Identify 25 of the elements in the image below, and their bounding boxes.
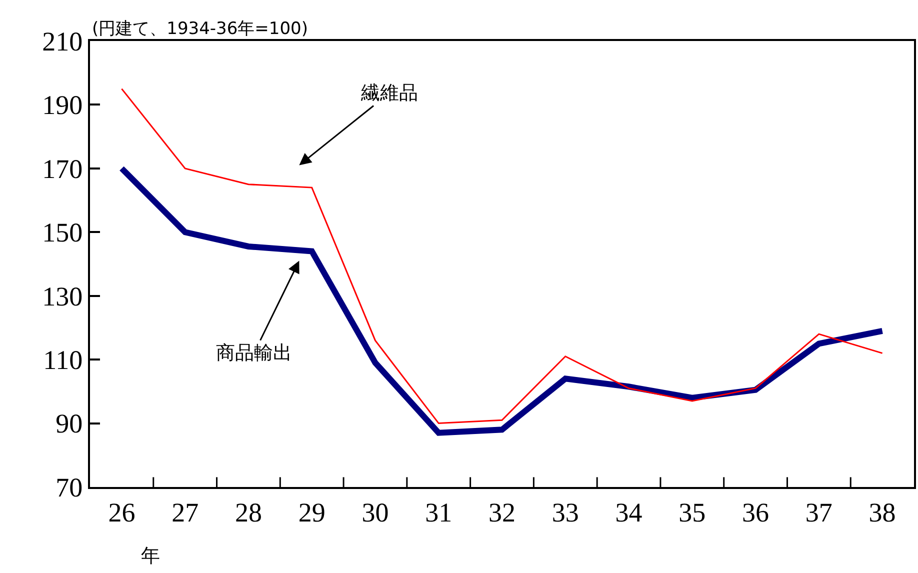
text: 年 bbox=[141, 545, 160, 567]
y-axis-title: (円建て、1934-36年=100) bbox=[92, 19, 308, 39]
x-tick-label: 31 bbox=[425, 497, 452, 528]
x-tick-label: 28 bbox=[234, 497, 262, 528]
x-tick-label: 30 bbox=[362, 497, 389, 528]
y-tick-label: 90 bbox=[56, 408, 83, 439]
x-tick-label: 35 bbox=[678, 497, 706, 528]
x-tick-label: 29 bbox=[298, 497, 326, 528]
x-tick-label: 33 bbox=[552, 497, 579, 528]
y-tick-label: 110 bbox=[43, 345, 83, 376]
y-tick-label: 130 bbox=[42, 281, 83, 312]
annotation: 繊維品 bbox=[360, 82, 418, 104]
y-tick-label: 210 bbox=[42, 26, 83, 56]
x-tick-label: 38 bbox=[868, 497, 896, 528]
y-tick-label: 70 bbox=[56, 472, 83, 502]
x-tick-label: 34 bbox=[615, 497, 643, 528]
x-tick-label: 36 bbox=[742, 497, 770, 528]
x-tick-label: 32 bbox=[488, 497, 516, 528]
x-tick-label: 37 bbox=[805, 497, 832, 528]
x-tick-label: 26 bbox=[108, 497, 136, 528]
y-tick-label: 170 bbox=[42, 154, 83, 184]
x-tick-label: 27 bbox=[172, 497, 199, 528]
y-tick-label: 150 bbox=[42, 218, 83, 248]
annotation: 商品輸出 bbox=[216, 342, 292, 364]
y-tick-label: 190 bbox=[42, 90, 83, 120]
